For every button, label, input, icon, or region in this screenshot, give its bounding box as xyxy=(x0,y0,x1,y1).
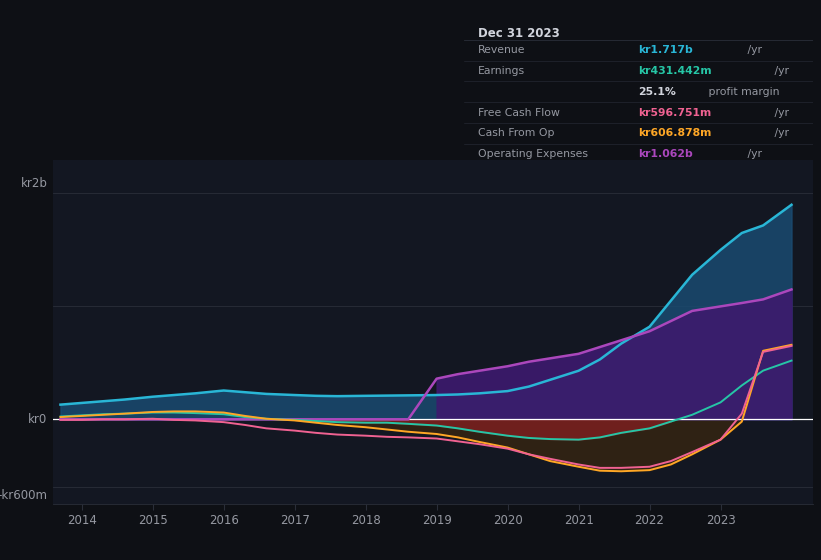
Text: kr0: kr0 xyxy=(29,413,48,426)
Text: Revenue: Revenue xyxy=(478,45,525,55)
Text: Dec 31 2023: Dec 31 2023 xyxy=(478,27,560,40)
Text: kr1.717b: kr1.717b xyxy=(639,45,693,55)
Text: -kr600m: -kr600m xyxy=(0,489,48,502)
Text: kr2b: kr2b xyxy=(21,177,48,190)
Text: Cash From Op: Cash From Op xyxy=(478,128,554,138)
Text: /yr: /yr xyxy=(771,108,789,118)
Text: Earnings: Earnings xyxy=(478,66,525,76)
Text: kr596.751m: kr596.751m xyxy=(639,108,712,118)
Text: 25.1%: 25.1% xyxy=(639,87,677,97)
Text: /yr: /yr xyxy=(745,45,763,55)
Text: /yr: /yr xyxy=(745,149,763,159)
Text: Operating Expenses: Operating Expenses xyxy=(478,149,588,159)
Text: kr606.878m: kr606.878m xyxy=(639,128,712,138)
Text: kr431.442m: kr431.442m xyxy=(639,66,712,76)
Text: Free Cash Flow: Free Cash Flow xyxy=(478,108,560,118)
Text: kr1.062b: kr1.062b xyxy=(639,149,693,159)
Text: profit margin: profit margin xyxy=(704,87,779,97)
Text: /yr: /yr xyxy=(771,128,789,138)
Text: /yr: /yr xyxy=(771,66,789,76)
